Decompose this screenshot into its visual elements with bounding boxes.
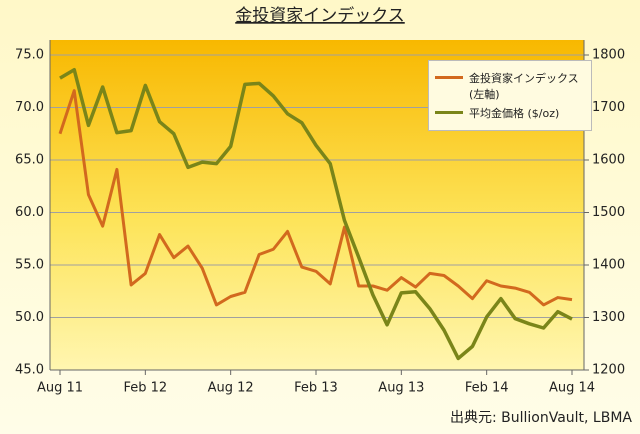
legend-label: 金投資家インデックス (左軸) (469, 72, 579, 101)
y-tick-label: 55.0 (15, 258, 44, 273)
legend-item: 金投資家インデックス (左軸) (435, 70, 585, 102)
x-tick-label: Aug 11 (37, 381, 83, 396)
y-tick-label: 45.0 (15, 363, 44, 378)
x-tick-label: Feb 12 (123, 381, 167, 396)
y2-tick-label: 1200 (592, 363, 625, 378)
y2-tick-label: 1400 (592, 258, 625, 273)
x-tick-label: Feb 13 (294, 381, 338, 396)
series-line (59, 67, 573, 361)
source-note: 出典元: BullionVault, LBMA (450, 410, 632, 426)
x-tick-label: Aug 14 (549, 381, 595, 396)
y-tick-label: 60.0 (15, 205, 44, 220)
y-tick-label: 70.0 (15, 100, 44, 115)
legend-swatch (435, 111, 463, 114)
x-tick-label: Feb 14 (465, 381, 509, 396)
y2-tick-label: 1300 (592, 310, 625, 325)
chart-title: 金投資家インデックス (235, 5, 405, 26)
legend-label: 平均金価格 ($/oz) (469, 107, 560, 120)
y-tick-label: 50.0 (15, 310, 44, 325)
legend-swatch (435, 76, 463, 79)
y-tick-label: 75.0 (15, 48, 44, 63)
y-tick-label: 65.0 (15, 153, 44, 168)
y2-tick-label: 1700 (592, 100, 625, 115)
x-tick-label: Aug 13 (378, 381, 424, 396)
y2-tick-label: 1800 (592, 48, 625, 63)
legend-item: 平均金価格 ($/oz) (435, 105, 585, 121)
legend: 金投資家インデックス (左軸) 平均金価格 ($/oz) (428, 60, 592, 131)
y2-tick-label: 1600 (592, 153, 625, 168)
series-line (58, 89, 573, 307)
y2-tick-label: 1500 (592, 205, 625, 220)
x-tick-label: Aug 12 (208, 381, 254, 396)
